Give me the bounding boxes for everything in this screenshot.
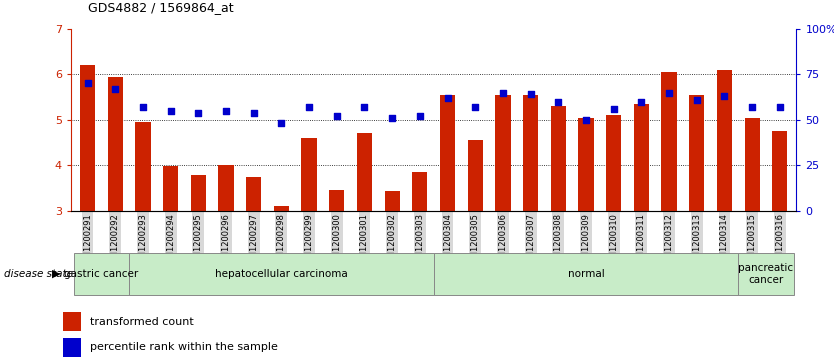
Bar bbox=[772, 131, 787, 211]
Bar bbox=[63, 338, 81, 357]
Bar bbox=[246, 176, 261, 211]
Bar bbox=[191, 175, 206, 211]
Bar bbox=[440, 95, 455, 211]
Bar bbox=[301, 138, 317, 211]
Bar bbox=[73, 253, 129, 295]
Text: percentile rank within the sample: percentile rank within the sample bbox=[90, 342, 278, 352]
Point bbox=[524, 91, 537, 97]
Bar bbox=[745, 118, 760, 211]
Text: GDS4882 / 1569864_at: GDS4882 / 1569864_at bbox=[88, 1, 234, 15]
Bar bbox=[606, 115, 621, 211]
Bar bbox=[434, 253, 738, 295]
Point bbox=[247, 110, 260, 115]
Bar bbox=[274, 206, 289, 211]
Point bbox=[496, 90, 510, 95]
Point bbox=[746, 104, 759, 110]
Bar bbox=[219, 165, 234, 211]
Point bbox=[635, 99, 648, 105]
Point bbox=[662, 90, 676, 95]
Text: ▶: ▶ bbox=[53, 269, 61, 279]
Bar bbox=[384, 192, 399, 211]
Text: hepatocellular carcinoma: hepatocellular carcinoma bbox=[215, 269, 348, 279]
Text: pancreatic
cancer: pancreatic cancer bbox=[738, 263, 794, 285]
Bar bbox=[129, 253, 434, 295]
Point bbox=[303, 104, 316, 110]
Bar bbox=[357, 133, 372, 211]
Point bbox=[580, 117, 593, 123]
Point bbox=[718, 93, 731, 99]
Bar bbox=[661, 72, 676, 211]
Text: normal: normal bbox=[568, 269, 605, 279]
Bar bbox=[80, 65, 95, 211]
Point bbox=[219, 108, 233, 114]
Text: disease state: disease state bbox=[4, 269, 73, 279]
Bar bbox=[523, 95, 538, 211]
Bar bbox=[634, 104, 649, 211]
Bar bbox=[468, 140, 483, 211]
Text: transformed count: transformed count bbox=[90, 317, 193, 327]
Point bbox=[358, 104, 371, 110]
Point bbox=[441, 95, 455, 101]
Point bbox=[81, 81, 94, 86]
Bar bbox=[163, 166, 178, 211]
Text: gastric cancer: gastric cancer bbox=[64, 269, 138, 279]
Bar bbox=[579, 118, 594, 211]
Point bbox=[469, 104, 482, 110]
Bar bbox=[329, 190, 344, 211]
Bar bbox=[108, 77, 123, 211]
Point bbox=[551, 99, 565, 105]
Bar bbox=[689, 95, 705, 211]
Bar bbox=[550, 106, 566, 211]
Bar bbox=[63, 312, 81, 331]
Point bbox=[164, 108, 178, 114]
Bar bbox=[495, 95, 510, 211]
Bar bbox=[412, 172, 428, 211]
Point bbox=[413, 113, 426, 119]
Bar bbox=[135, 122, 150, 211]
Point bbox=[385, 115, 399, 121]
Bar bbox=[738, 253, 794, 295]
Point bbox=[773, 104, 786, 110]
Bar bbox=[717, 70, 732, 211]
Point bbox=[136, 104, 149, 110]
Point bbox=[108, 86, 122, 92]
Point bbox=[690, 97, 703, 103]
Point bbox=[274, 121, 288, 126]
Point bbox=[330, 113, 344, 119]
Point bbox=[607, 106, 620, 112]
Point bbox=[192, 110, 205, 115]
